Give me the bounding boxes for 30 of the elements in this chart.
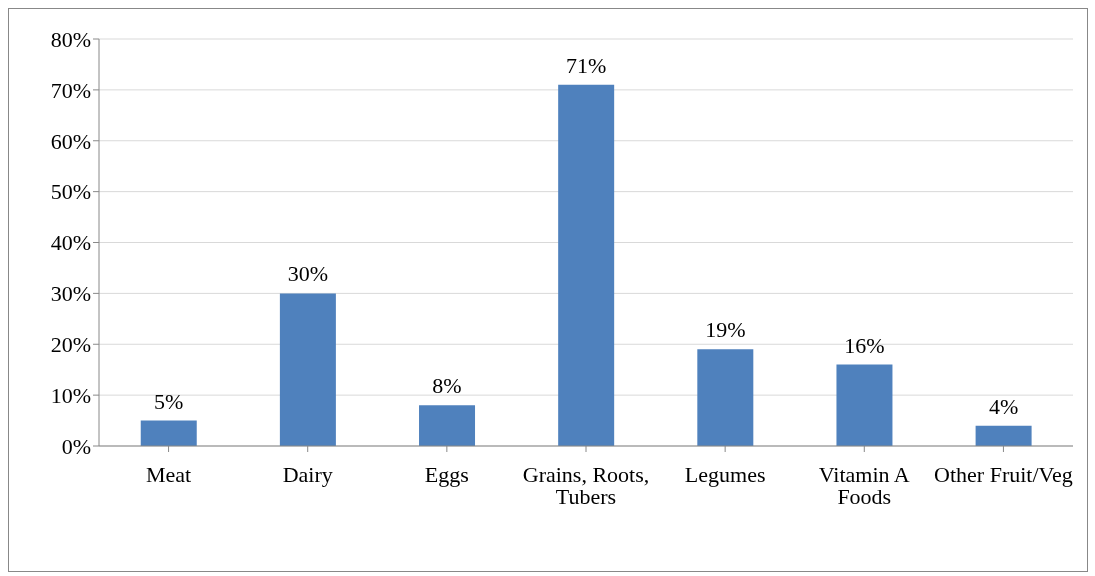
- data-label: 30%: [287, 261, 329, 287]
- y-tick-label: 40%: [50, 230, 91, 256]
- y-tick-label: 30%: [50, 281, 91, 307]
- y-tick-label: 80%: [50, 26, 91, 52]
- y-tick-label: 10%: [50, 382, 91, 408]
- x-tick-label: Vitamin A Foods: [818, 461, 910, 509]
- bar: [279, 293, 336, 446]
- data-label: 4%: [988, 393, 1019, 419]
- y-tick-label: 0%: [61, 433, 91, 459]
- bar: [697, 349, 754, 446]
- data-label: 19%: [705, 317, 746, 343]
- bar: [836, 364, 893, 446]
- data-label: 8%: [432, 373, 462, 399]
- bar: [419, 405, 476, 446]
- x-tick-label: Legumes: [684, 461, 766, 487]
- x-tick-label: Grains, Roots, Tubers: [522, 461, 650, 509]
- bar: [558, 84, 615, 446]
- bar: [975, 425, 1032, 446]
- data-label: 5%: [154, 388, 184, 414]
- data-label: 16%: [844, 332, 885, 358]
- y-tick-label: 70%: [50, 77, 91, 103]
- bar: [140, 420, 197, 446]
- x-tick-label: Eggs: [424, 461, 469, 487]
- y-tick-label: 60%: [50, 128, 91, 154]
- x-tick-label: Meat: [145, 461, 192, 487]
- data-label: 71%: [566, 52, 607, 78]
- x-tick-label: Other Fruit/Veg: [934, 461, 1073, 487]
- x-tick-label: Dairy: [282, 461, 333, 487]
- y-tick-label: 20%: [50, 332, 91, 358]
- y-tick-label: 50%: [50, 179, 91, 205]
